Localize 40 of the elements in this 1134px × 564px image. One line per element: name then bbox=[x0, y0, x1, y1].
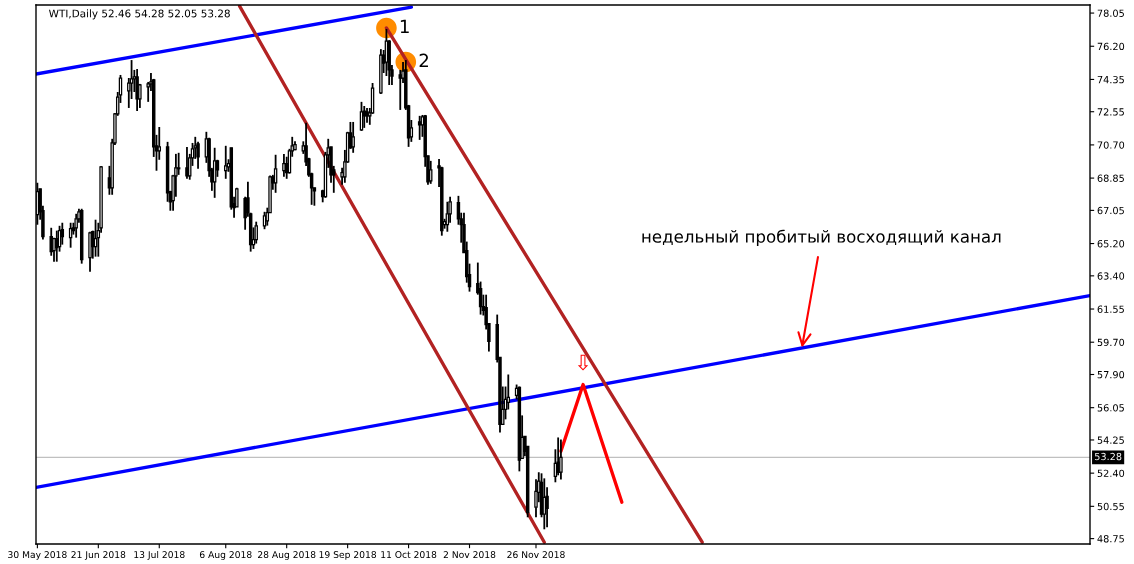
x-tick-label: 11 Oct 2018 bbox=[381, 551, 437, 559]
x-tick-label: 2 Nov 2018 bbox=[443, 551, 496, 559]
candlestick bbox=[174, 152, 178, 198]
candlestick bbox=[559, 438, 563, 481]
y-tick-label: 50.55 bbox=[1097, 502, 1124, 511]
candlestick bbox=[135, 68, 139, 112]
y-tick-label: 52.40 bbox=[1097, 469, 1125, 477]
y-tick-label: 65.20 bbox=[1097, 240, 1125, 248]
y-tick-label: 54.25 bbox=[1097, 436, 1124, 444]
y-tick-label: 61.55 bbox=[1097, 305, 1124, 313]
y-tick-label: 67.05 bbox=[1097, 206, 1124, 215]
ref-line-label: 53.28 bbox=[1094, 452, 1122, 461]
annotation: 1 bbox=[400, 19, 409, 33]
y-tick-label: 63.40 bbox=[1097, 272, 1125, 280]
y-tick-label: 68.85 bbox=[1097, 174, 1124, 182]
y-tick-label: 48.75 bbox=[1097, 535, 1124, 543]
y-tick-label: 72.55 bbox=[1097, 108, 1124, 116]
y-tick-label: 76.20 bbox=[1097, 42, 1125, 51]
x-tick-label: 21 Jun 2018 bbox=[71, 551, 126, 560]
x-tick-label: 26 Nov 2018 bbox=[507, 551, 565, 559]
annotation: 2 bbox=[419, 53, 428, 68]
candlestick bbox=[351, 121, 355, 154]
x-tick-label: 28 Aug 2018 bbox=[258, 551, 316, 560]
y-tick-label: 59.70 bbox=[1097, 338, 1125, 347]
x-tick-label: 19 Sep 2018 bbox=[319, 551, 377, 560]
chart-title: WTI,Daily 52.46 54.28 52.05 53.28 bbox=[48, 9, 230, 20]
x-tick-label: 6 Aug 2018 bbox=[199, 551, 252, 560]
annotation: недельный пробитый восходящий канал bbox=[642, 229, 1001, 247]
candlestick bbox=[196, 140, 200, 170]
y-tick-label: 74.35 bbox=[1097, 75, 1124, 84]
annotation: ⇩ bbox=[577, 354, 589, 371]
x-tick-label: 30 May 2018 bbox=[8, 551, 67, 560]
x-tick-label: 13 Jul 2018 bbox=[134, 550, 185, 560]
y-tick-label: 78.05 bbox=[1097, 9, 1124, 17]
candlestick bbox=[254, 220, 258, 245]
y-tick-label: 70.70 bbox=[1097, 141, 1125, 149]
y-tick-label: 56.05 bbox=[1097, 404, 1124, 412]
y-tick-label: 57.90 bbox=[1097, 370, 1125, 379]
candlestick bbox=[185, 145, 189, 180]
candlestick bbox=[55, 229, 59, 263]
